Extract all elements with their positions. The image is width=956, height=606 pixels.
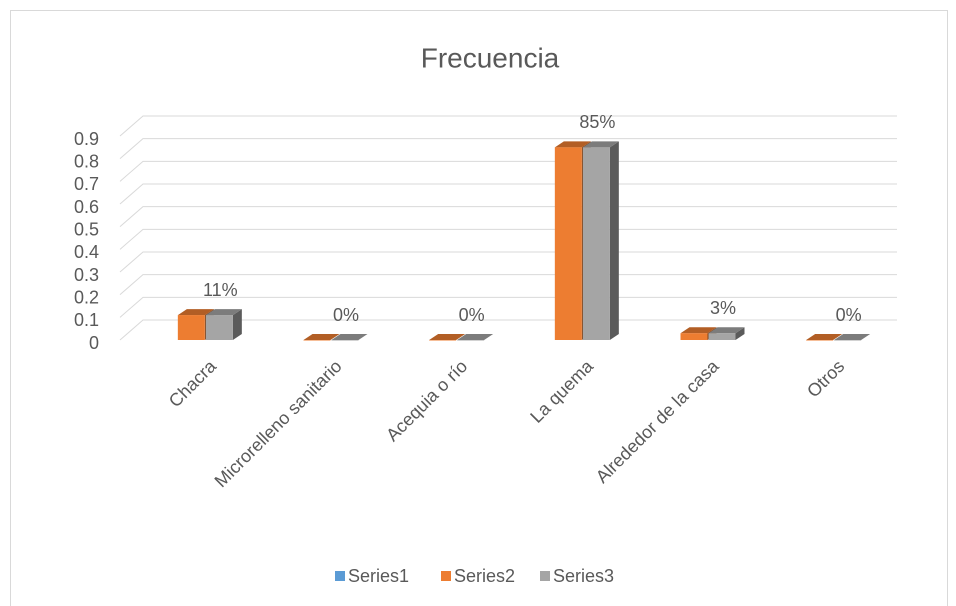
bar xyxy=(205,315,233,340)
bar-top xyxy=(582,141,619,148)
data-label: 0% xyxy=(459,305,485,325)
legend-label: Series3 xyxy=(553,566,614,586)
bar-top xyxy=(834,334,871,340)
y-tick-label: 0 xyxy=(89,333,99,353)
bar-top xyxy=(303,334,340,340)
y-tick-label: 0.1 xyxy=(74,310,99,330)
bar-top xyxy=(205,309,242,316)
data-label: 85% xyxy=(579,112,615,132)
grid-line xyxy=(119,115,897,137)
bar xyxy=(457,340,485,341)
legend-swatch xyxy=(335,571,345,581)
bar xyxy=(680,333,708,340)
bar-top xyxy=(331,334,368,340)
bar-top xyxy=(554,141,591,148)
bar xyxy=(708,333,736,340)
legend-label: Series2 xyxy=(454,566,515,586)
grid-line xyxy=(119,206,897,228)
data-label: 11% xyxy=(203,280,238,300)
bar xyxy=(582,147,610,340)
y-tick-label: 0.4 xyxy=(74,242,99,262)
bar-top xyxy=(680,327,717,334)
grid-line xyxy=(119,319,897,341)
legend-label: Series1 xyxy=(348,566,409,586)
grid-line xyxy=(119,296,897,318)
bar-top xyxy=(177,309,214,316)
data-label: 0% xyxy=(836,305,862,325)
y-tick-label: 0.6 xyxy=(74,197,99,217)
y-tick-label: 0.9 xyxy=(74,129,99,149)
bar xyxy=(331,340,359,341)
chart-title: Frecuencia xyxy=(421,42,560,73)
grid-line xyxy=(119,251,897,273)
bar-top xyxy=(457,334,494,340)
bar xyxy=(834,340,862,341)
data-label: 0% xyxy=(333,305,359,325)
grid-line xyxy=(119,228,897,250)
grid-line xyxy=(119,183,897,205)
bar-top xyxy=(806,334,843,340)
bar xyxy=(554,147,582,340)
legend-swatch xyxy=(441,571,451,581)
bar-top xyxy=(429,334,466,340)
grid-line xyxy=(119,160,897,182)
chart-border xyxy=(10,10,948,606)
bar-top xyxy=(708,327,745,334)
bar xyxy=(303,340,331,341)
y-tick-label: 0.2 xyxy=(74,287,99,307)
data-label: 3% xyxy=(710,298,736,318)
bar-side xyxy=(735,327,745,340)
bar xyxy=(429,340,457,341)
y-tick-label: 0.7 xyxy=(74,174,99,194)
grid-line xyxy=(119,274,897,296)
y-tick-label: 0.8 xyxy=(74,151,99,171)
bar xyxy=(177,315,205,340)
grid-line xyxy=(119,138,897,160)
y-tick-label: 0.3 xyxy=(74,265,99,285)
legend-swatch xyxy=(540,571,550,581)
bar-side xyxy=(609,141,619,340)
bar xyxy=(806,340,834,341)
y-tick-label: 0.5 xyxy=(74,219,99,239)
bar-side xyxy=(232,309,242,340)
